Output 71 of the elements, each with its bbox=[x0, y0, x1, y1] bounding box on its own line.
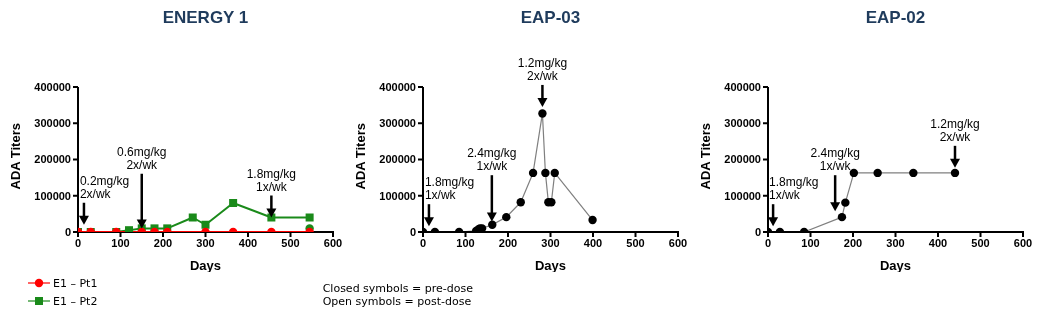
annotation: 2.4mg/kg 1x/wk bbox=[810, 146, 860, 174]
x-axis-title: Days bbox=[534, 258, 567, 273]
x-tick-label: 100 bbox=[456, 236, 475, 249]
x-tick-label: 200 bbox=[153, 236, 173, 249]
point bbox=[528, 168, 538, 178]
x-tick-label: 200 bbox=[843, 236, 863, 249]
point bbox=[849, 168, 859, 178]
annotation: 1.8mg/kg 1x/wk bbox=[246, 166, 297, 194]
x-tick-label: 500 bbox=[971, 236, 990, 249]
y-tick-label: 200000 bbox=[379, 153, 416, 166]
y-tick-label: 400000 bbox=[34, 80, 71, 93]
point bbox=[837, 212, 847, 222]
x-tick-label: 100 bbox=[801, 236, 820, 249]
x-tick-label: 400 bbox=[928, 236, 948, 249]
x-tick-label: 400 bbox=[583, 236, 603, 249]
point bbox=[841, 198, 850, 207]
point bbox=[909, 168, 918, 178]
point bbox=[950, 168, 960, 178]
point bbox=[488, 220, 497, 229]
point bbox=[588, 215, 597, 225]
y-tick-label: 100000 bbox=[724, 189, 761, 202]
annotation: 0.6mg/kg 2x/wk bbox=[117, 144, 167, 172]
x-tick-label: 0 bbox=[74, 236, 82, 249]
x-tick-label: 500 bbox=[626, 236, 645, 249]
annotation: 1.8mg/kg 1x/wk bbox=[424, 175, 475, 203]
x-tick-label: 400 bbox=[238, 236, 258, 249]
point bbox=[541, 168, 550, 178]
point bbox=[516, 198, 525, 207]
x-axis-title: Days bbox=[189, 258, 222, 273]
annotation: 0.2mg/kg 2x/wk bbox=[79, 173, 130, 201]
x-axis-title: Days bbox=[879, 258, 912, 273]
x-tick-label: 0 bbox=[419, 236, 427, 249]
x-tick-label: 300 bbox=[886, 236, 905, 249]
x-tick-label: 100 bbox=[111, 236, 130, 249]
x-tick-label: 300 bbox=[196, 236, 215, 249]
chart-title: ENERGY 1 bbox=[161, 8, 250, 29]
y-tick-label: 0 bbox=[409, 225, 416, 238]
y-tick-label: 300000 bbox=[379, 117, 416, 130]
annotation: 2.4mg/kg 1x/wk bbox=[467, 146, 517, 174]
y-tick-label: 300000 bbox=[724, 117, 761, 130]
annotation: 1.2mg/kg 2x/wk bbox=[517, 55, 568, 83]
x-tick-label: 200 bbox=[498, 236, 518, 249]
x-tick-label: 600 bbox=[323, 236, 343, 249]
x-tick-label: 600 bbox=[1013, 236, 1033, 249]
y-tick-label: 0 bbox=[64, 225, 71, 238]
y-axis-title: ADA Titers bbox=[7, 123, 23, 190]
x-tick-label: 500 bbox=[281, 236, 300, 249]
point bbox=[550, 168, 559, 178]
y-axis-title: ADA Titers bbox=[697, 123, 713, 190]
y-tick-label: 400000 bbox=[724, 80, 761, 93]
x-tick-label: 0 bbox=[764, 236, 772, 249]
point bbox=[538, 109, 547, 118]
y-tick-label: 300000 bbox=[34, 117, 71, 130]
chart-title: EAP-03 bbox=[519, 8, 582, 29]
annotation: 1.8mg/kg 1x/wk bbox=[769, 175, 819, 203]
x-tick-label: 600 bbox=[668, 236, 688, 249]
y-axis-title: ADA Titers bbox=[352, 123, 368, 190]
text: Closed symbols = pre-dose Open symbols = post-dose bbox=[322, 282, 473, 308]
chart-title: EAP-02 bbox=[864, 8, 927, 29]
y-tick-label: 200000 bbox=[34, 153, 71, 166]
annotation: 1.2mg/kg 2x/wk bbox=[930, 116, 980, 144]
legend-label: E1 – Pt2 bbox=[53, 294, 98, 308]
point bbox=[502, 212, 511, 222]
y-tick-label: 200000 bbox=[724, 153, 761, 166]
x-tick-label: 300 bbox=[541, 236, 560, 249]
point bbox=[873, 168, 882, 178]
y-tick-label: 0 bbox=[754, 225, 761, 238]
y-tick-label: 100000 bbox=[379, 189, 416, 202]
y-tick-label: 400000 bbox=[379, 80, 416, 93]
y-tick-label: 100000 bbox=[34, 189, 71, 202]
legend-label: E1 – Pt1 bbox=[53, 276, 98, 290]
